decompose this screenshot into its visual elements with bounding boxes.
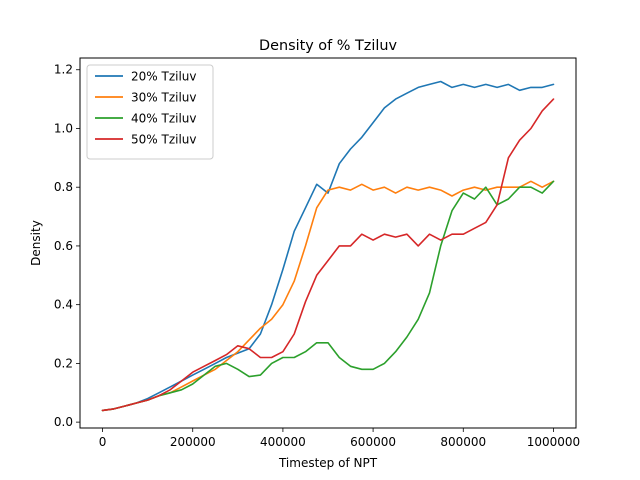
y-tick-label: 0.8 (54, 180, 73, 194)
y-tick-label: 0.2 (54, 356, 73, 370)
y-axis-label: Density (29, 220, 43, 266)
x-tick-label: 0 (99, 435, 107, 449)
x-tick-label: 800000 (440, 435, 486, 449)
chart-title: Density of % Tziluv (259, 38, 397, 54)
legend: 20% Tziluv 30% Tziluv 40% Tziluv 50% Tziluv (86, 64, 214, 160)
y-tick-label: 0.6 (54, 239, 73, 253)
legend-box (86, 64, 214, 160)
series-layer (101, 80, 555, 412)
y-tick-label: 1.2 (54, 63, 73, 77)
y-tick-label: 0.0 (54, 415, 73, 429)
x-tick-label: 400000 (260, 435, 306, 449)
plot-frame (79, 57, 577, 429)
x-tick-label: 200000 (170, 435, 216, 449)
series-line-2 (101, 180, 555, 412)
x-tick-label: 1000000 (527, 435, 580, 449)
legend-label-2: 30% Tziluv (131, 91, 197, 105)
y-tick-label: 0.4 (54, 298, 73, 312)
legend-label-4: 50% Tziluv (131, 133, 197, 147)
series-line-3 (101, 180, 555, 412)
x-tick-label: 600000 (350, 435, 396, 449)
series-line-4 (101, 98, 555, 412)
y-tick-label: 1.0 (54, 121, 73, 135)
x-axis: 0 200000 400000 600000 800000 1000000 (99, 428, 580, 449)
legend-label-3: 40% Tziluv (131, 112, 197, 126)
x-axis-label: Timestep of NPT (278, 456, 378, 470)
legend-label-1: 20% Tziluv (131, 70, 197, 84)
y-axis: 0.0 0.2 0.4 0.6 0.8 1.0 1.2 (54, 63, 80, 429)
